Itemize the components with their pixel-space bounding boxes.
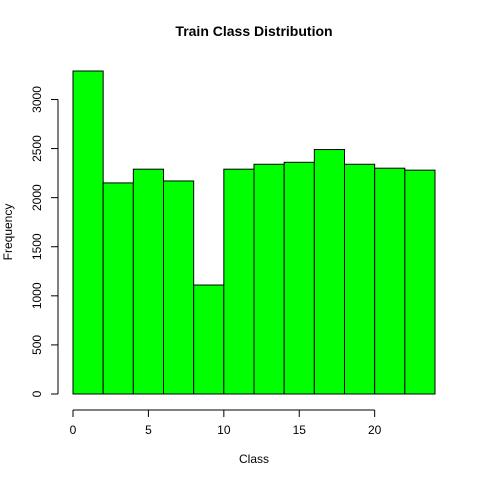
bars-group [72,70,436,395]
histogram-bar [102,182,134,395]
y-axis: 0 500 1000 1500 2000 2500 3000 [30,86,59,397]
x-tick-label: 15 [293,423,307,437]
histogram-bar [253,163,285,395]
histogram-bar [283,161,315,395]
y-tick-label: 0 [30,390,44,397]
histogram-bar [72,70,104,395]
y-tick-label: 3000 [30,86,44,113]
histogram-bar [313,149,346,395]
y-tick-label: 1500 [30,233,44,260]
histogram-bar [344,163,376,395]
x-axis: 0 5 10 15 20 [70,409,382,437]
histogram-bar [193,284,225,395]
histogram-bar [223,168,255,395]
histogram-bar [132,168,164,395]
x-tick-label: 5 [145,423,152,437]
x-tick-label: 20 [368,423,382,437]
histogram-bar [374,167,406,395]
histogram-bar [163,180,195,395]
y-tick-label: 2500 [30,135,44,162]
x-tick-label: 0 [70,423,77,437]
y-tick-label: 2000 [30,184,44,211]
histogram-bar [404,169,436,395]
y-tick-label: 500 [30,335,44,355]
y-tick-label: 1000 [30,282,44,309]
x-axis-label: Class [239,452,269,466]
chart-title: Train Class Distribution [175,23,332,39]
y-axis-label: Frequency [1,204,15,261]
x-tick-label: 10 [217,423,231,437]
